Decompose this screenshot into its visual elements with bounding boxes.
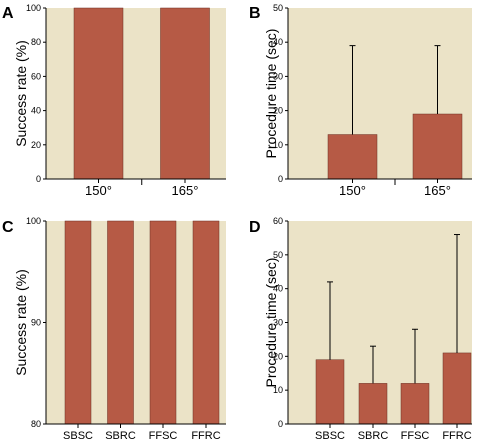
x-tick-label: SBSC bbox=[315, 430, 345, 442]
y-tick-label: 40 bbox=[31, 106, 41, 116]
chart-b: 150° 165° 0 10 20 30 40 50 Procedure time (sec) bbox=[263, 3, 472, 198]
y-tick-label: 40 bbox=[273, 284, 283, 294]
y-tick-label: 50 bbox=[273, 3, 283, 13]
y-tick-label: 20 bbox=[273, 106, 283, 116]
bar bbox=[107, 220, 134, 425]
panel-letter: C bbox=[2, 219, 14, 236]
y-axis-label: Success rate (%) bbox=[13, 40, 29, 147]
y-tick-label: 50 bbox=[273, 250, 283, 260]
panel-letter: D bbox=[249, 219, 261, 236]
bar bbox=[358, 383, 388, 425]
y-tick-label: 30 bbox=[273, 318, 283, 328]
panel-letter: B bbox=[249, 5, 261, 22]
y-tick-label: 0 bbox=[278, 174, 283, 184]
bar bbox=[400, 383, 430, 425]
x-tick-label: SBRC bbox=[105, 430, 136, 442]
y-tick-label: 40 bbox=[273, 37, 283, 47]
y-axis-label: Procedure time (sec) bbox=[263, 29, 279, 159]
panel-d: D bbox=[249, 219, 261, 236]
x-tick-label: FFRC bbox=[191, 430, 220, 442]
bar bbox=[412, 113, 463, 180]
x-tick-label: 165° bbox=[172, 183, 199, 198]
bar bbox=[160, 7, 210, 180]
y-tick-label: 60 bbox=[31, 71, 41, 81]
x-tick-label: SBSC bbox=[63, 430, 93, 442]
bar bbox=[192, 220, 220, 425]
chart-c: SBSC SBRC FFSC FFRC 80 90 100 Success rate (%) bbox=[13, 216, 226, 442]
x-tick-label: FFSC bbox=[401, 430, 430, 442]
bar bbox=[149, 220, 177, 425]
bar bbox=[64, 220, 92, 425]
chart-a: 150° 165° 0 20 40 60 80 100 Success rate (%) bbox=[13, 3, 226, 198]
y-tick-label: 10 bbox=[273, 385, 283, 395]
chart-d: SBSC SBRC FFSC FFRC 0 10 20 30 40 50 60 Procedure t… bbox=[263, 216, 472, 442]
y-tick-label: 100 bbox=[26, 3, 41, 13]
y-axis-label: Procedure time (sec) bbox=[263, 258, 279, 388]
x-tick-label: 165° bbox=[424, 183, 451, 198]
y-tick-label: 10 bbox=[273, 140, 283, 150]
bar bbox=[73, 7, 124, 180]
bar bbox=[442, 352, 472, 425]
panel-letter: A bbox=[2, 5, 14, 22]
x-tick-label: FFRC bbox=[442, 430, 471, 442]
panel-a: A bbox=[2, 5, 14, 22]
y-axis-label: Success rate (%) bbox=[13, 269, 29, 376]
y-tick-label: 90 bbox=[31, 318, 41, 328]
bar bbox=[315, 359, 345, 425]
y-tick-label: 30 bbox=[273, 71, 283, 81]
panel-c: C bbox=[2, 219, 14, 236]
x-tick-label: 150° bbox=[85, 183, 112, 198]
y-tick-label: 80 bbox=[31, 37, 41, 47]
x-tick-label: 150° bbox=[339, 183, 366, 198]
x-tick-label: SBRC bbox=[358, 430, 389, 442]
y-tick-label: 20 bbox=[273, 351, 283, 361]
y-tick-label: 100 bbox=[26, 216, 41, 226]
y-tick-label: 80 bbox=[31, 419, 41, 429]
y-tick-label: 20 bbox=[31, 140, 41, 150]
y-tick-label: 0 bbox=[278, 419, 283, 429]
y-tick-label: 0 bbox=[36, 174, 41, 184]
bar bbox=[327, 134, 378, 180]
y-tick-label: 60 bbox=[273, 216, 283, 226]
panel-b: B bbox=[249, 5, 261, 22]
x-tick-label: FFSC bbox=[149, 430, 178, 442]
